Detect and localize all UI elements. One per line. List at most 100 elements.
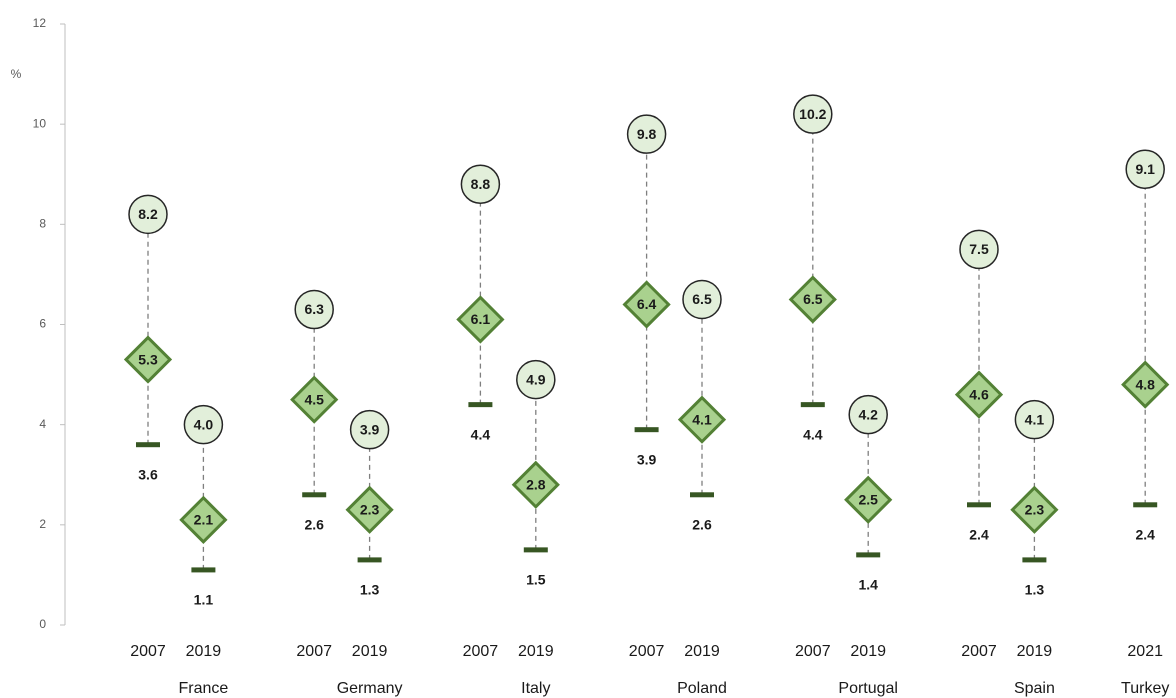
low-mark	[357, 557, 382, 563]
high-label: 4.0	[194, 416, 214, 432]
low-label: 3.9	[637, 451, 657, 467]
y-tick-label: 10	[33, 116, 47, 130]
high-mark	[1014, 399, 1055, 440]
low-mark	[1022, 557, 1047, 563]
low-mark	[136, 442, 160, 448]
mid-label: 6.5	[803, 291, 823, 307]
x-tick-label: 2007	[463, 643, 499, 660]
mid-label: 4.5	[304, 391, 324, 407]
mid-label: 4.1	[692, 411, 712, 427]
mid-label: 6.4	[637, 296, 657, 312]
mid-label: 4.8	[1135, 376, 1155, 392]
high-mark	[1125, 149, 1165, 189]
low-label: 4.4	[803, 426, 823, 442]
high-mark	[682, 279, 722, 320]
group-label: Germany	[337, 680, 403, 697]
low-label: 1.3	[1025, 582, 1045, 598]
mid-mark	[511, 460, 560, 509]
y-tick-label: 2	[39, 517, 46, 531]
mid-label: 6.1	[471, 311, 491, 327]
high-mark	[460, 164, 501, 205]
low-mark	[967, 502, 991, 508]
group-label: Spain	[1014, 680, 1055, 697]
mid-mark	[677, 395, 727, 444]
mid-label: 2.3	[360, 502, 380, 518]
group-label: Portugal	[838, 680, 898, 697]
x-tick-label: 2019	[850, 643, 886, 660]
low-label: 3.6	[138, 466, 158, 482]
y-axis-label: %	[11, 67, 22, 81]
mid-mark	[1121, 360, 1170, 409]
low-label: 1.4	[858, 577, 878, 593]
low-mark	[856, 552, 881, 558]
high-mark	[793, 94, 833, 134]
x-tick-label: 2019	[1017, 643, 1053, 660]
low-label: 1.5	[526, 572, 546, 588]
mid-mark	[844, 475, 893, 524]
high-mark	[183, 404, 224, 445]
low-mark	[302, 492, 327, 498]
low-mark	[191, 567, 216, 573]
y-tick-label: 4	[39, 417, 46, 431]
mid-mark	[345, 485, 394, 534]
high-label: 9.8	[637, 126, 657, 142]
low-label: 2.4	[969, 527, 989, 543]
x-tick-label: 2007	[961, 643, 997, 660]
y-tick-label: 6	[39, 317, 46, 331]
x-tick-label: 2019	[352, 643, 388, 660]
y-tick-label: 8	[39, 217, 46, 231]
group-label: Poland	[677, 680, 727, 697]
low-label: 4.4	[471, 426, 491, 442]
x-tick-label: 2007	[795, 643, 831, 660]
high-mark	[294, 289, 334, 330]
mid-mark	[456, 295, 505, 344]
high-label: 6.5	[692, 291, 712, 307]
mid-mark	[123, 335, 173, 384]
high-label: 4.9	[526, 371, 546, 387]
mid-mark	[954, 370, 1004, 419]
low-mark	[634, 427, 659, 433]
group-label: France	[179, 680, 229, 697]
mid-label: 2.8	[526, 476, 546, 492]
high-label: 9.1	[1135, 161, 1155, 177]
high-label: 10.2	[799, 106, 826, 122]
x-tick-label: 2019	[186, 643, 222, 660]
mid-mark	[290, 375, 339, 424]
group-label: Turkey	[1121, 680, 1169, 697]
low-mark	[468, 402, 493, 408]
mid-label: 5.3	[138, 351, 158, 367]
high-mark	[516, 359, 556, 400]
high-label: 4.2	[858, 406, 878, 422]
low-label: 2.6	[692, 516, 712, 532]
high-label: 8.8	[471, 176, 491, 192]
x-tick-label: 2007	[130, 643, 166, 660]
mid-label: 2.1	[194, 512, 214, 528]
x-tick-label: 2021	[1127, 643, 1163, 660]
mid-label: 2.5	[858, 491, 878, 507]
y-tick-label: 0	[39, 617, 46, 631]
mid-mark	[179, 495, 228, 544]
high-mark	[848, 394, 888, 435]
mid-mark	[788, 275, 837, 324]
low-mark	[1133, 502, 1158, 508]
high-label: 4.1	[1025, 411, 1045, 427]
x-tick-label: 2007	[296, 643, 332, 660]
low-label: 1.3	[360, 582, 380, 598]
mid-label: 2.3	[1025, 502, 1045, 518]
high-label: 8.2	[138, 206, 158, 222]
mid-label: 4.6	[969, 386, 989, 402]
high-label: 6.3	[304, 301, 324, 317]
x-tick-label: 2007	[629, 643, 665, 660]
low-mark	[523, 547, 548, 553]
low-mark	[690, 492, 714, 498]
high-mark	[128, 194, 168, 235]
mid-mark	[1010, 485, 1059, 534]
low-label: 1.1	[194, 592, 214, 608]
low-mark	[800, 402, 825, 408]
x-tick-label: 2019	[684, 643, 720, 660]
y-tick-label: 12	[33, 16, 47, 30]
high-label: 3.9	[360, 421, 380, 437]
group-label: Italy	[521, 680, 550, 697]
low-label: 2.4	[1135, 527, 1155, 543]
